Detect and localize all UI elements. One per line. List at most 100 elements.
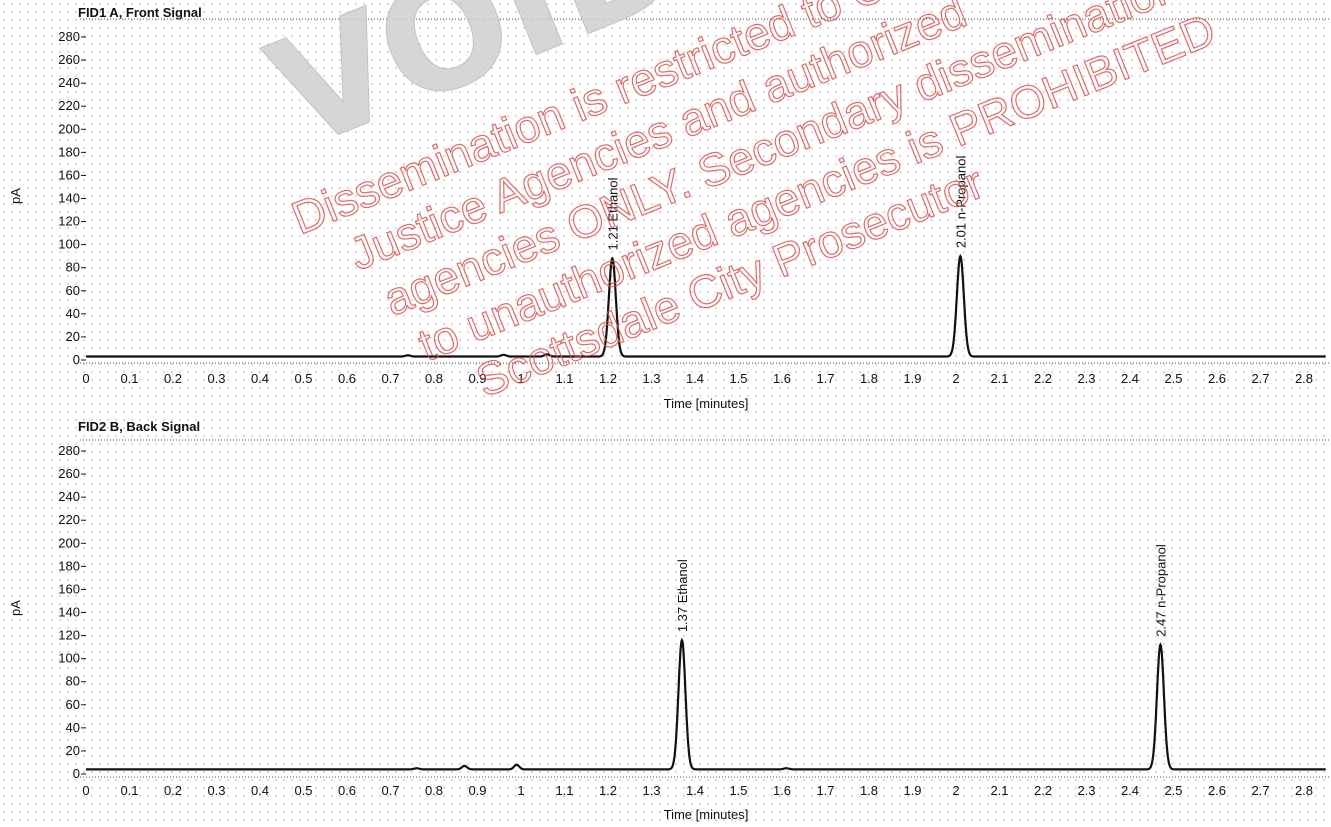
x-tick-label: 2.2 xyxy=(1034,371,1052,386)
x-tick-label: 1.3 xyxy=(642,371,660,386)
y-tick-label: 260 xyxy=(58,52,80,67)
x-tick-label: 1.6 xyxy=(773,783,791,798)
x-tick-label: 2.1 xyxy=(990,783,1008,798)
y-tick-label: 140 xyxy=(58,191,80,206)
x-tick-label: 0.2 xyxy=(164,783,182,798)
y-tick-label: 120 xyxy=(58,628,80,643)
x-tick-label: 1 xyxy=(517,371,524,386)
y-tick-label: 160 xyxy=(58,167,80,182)
peak-label: 2.47 n-Propanol xyxy=(1153,544,1168,637)
x-tick-label: 0.7 xyxy=(381,783,399,798)
x-tick-label: 1.1 xyxy=(555,371,573,386)
x-tick-label: 1.7 xyxy=(816,371,834,386)
x-tick-label: 1.2 xyxy=(599,783,617,798)
x-tick-label: 2.2 xyxy=(1034,783,1052,798)
y-tick-label: 260 xyxy=(58,466,80,481)
x-tick-label: 1.4 xyxy=(686,783,704,798)
peak-label: 2.01 n-Propanol xyxy=(953,156,968,249)
y-tick-label: 100 xyxy=(58,651,80,666)
x-tick-label: 0.4 xyxy=(251,371,269,386)
signal-trace-front xyxy=(86,253,1326,358)
x-tick-label: 2.7 xyxy=(1251,783,1269,798)
y-tick-label: 100 xyxy=(58,237,80,252)
x-tick-label: 0 xyxy=(82,371,89,386)
x-tick-label: 0.6 xyxy=(338,371,356,386)
x-tick-label: 2.3 xyxy=(1077,783,1095,798)
y-tick-label: 40 xyxy=(66,306,80,321)
x-tick-label: 1.4 xyxy=(686,371,704,386)
panel-title-back: FID2 B, Back Signal xyxy=(78,419,200,434)
x-tick-label: 0.5 xyxy=(294,783,312,798)
y-tick-label: 280 xyxy=(58,443,80,458)
peak-label: 1.37 Ethanol xyxy=(675,559,690,632)
x-tick-label: 1.9 xyxy=(903,371,921,386)
x-tick-label: 2.3 xyxy=(1077,371,1095,386)
y-tick-labels-front: 0 20 40 60 80 100 120 140 160 180 200 220 240 260 280 xyxy=(58,29,86,367)
x-tick-label: 2.4 xyxy=(1121,371,1139,386)
y-tick-label: 20 xyxy=(66,329,80,344)
x-tick-label: 0.8 xyxy=(425,371,443,386)
signal-trace-back xyxy=(86,637,1326,771)
x-tick-label: 2.1 xyxy=(990,371,1008,386)
x-tick-label: 0.1 xyxy=(120,783,138,798)
x-tick-label: 0.9 xyxy=(468,371,486,386)
x-tick-label: 2.5 xyxy=(1164,371,1182,386)
x-tick-label: 1.1 xyxy=(555,783,573,798)
x-tick-label: 2 xyxy=(952,371,959,386)
y-tick-label: 200 xyxy=(58,535,80,550)
x-tick-labels-front: 0 0.1 0.2 0.3 0.4 0.5 0.6 0.7 0.8 0.9 1 1.1 1.2 1.3 1.… xyxy=(82,371,1313,386)
x-tick-label: 1.2 xyxy=(599,371,617,386)
peak-labels-back: 1.37 Ethanol 2.47 n-Propanol xyxy=(675,544,1168,637)
x-tick-label: 0.3 xyxy=(207,371,225,386)
x-tick-label: 0.1 xyxy=(120,371,138,386)
x-tick-label: 2.7 xyxy=(1251,371,1269,386)
y-tick-label: 160 xyxy=(58,581,80,596)
x-tick-label: 0.5 xyxy=(294,371,312,386)
watermark: VOID Dissemination is restricted to Crim… xyxy=(248,0,1223,408)
y-tick-label: 240 xyxy=(58,489,80,504)
y-tick-label: 220 xyxy=(58,98,80,113)
x-tick-label: 1.5 xyxy=(729,371,747,386)
x-tick-label: 1.5 xyxy=(729,783,747,798)
x-tick-label: 0.6 xyxy=(338,783,356,798)
x-tick-label: 2 xyxy=(952,783,959,798)
y-tick-label: 80 xyxy=(66,260,80,275)
x-tick-label: 1.7 xyxy=(816,783,834,798)
y-tick-label: 180 xyxy=(58,144,80,159)
x-tick-label: 2.8 xyxy=(1295,783,1313,798)
y-tick-label: 80 xyxy=(66,674,80,689)
y-tick-label: 120 xyxy=(58,214,80,229)
panel-title-front: FID1 A, Front Signal xyxy=(78,5,202,20)
x-tick-label: 1.9 xyxy=(903,783,921,798)
x-tick-label: 1.8 xyxy=(860,371,878,386)
x-tick-label: 1 xyxy=(517,783,524,798)
x-tick-label: 2.6 xyxy=(1208,371,1226,386)
panel-front-signal: FID1 A, Front Signal pA Time [minutes] 0… xyxy=(8,5,1331,411)
y-tick-label: 180 xyxy=(58,558,80,573)
x-tick-label: 2.6 xyxy=(1208,783,1226,798)
x-tick-label: 1.8 xyxy=(860,783,878,798)
x-tick-labels-back: 0 0.1 0.2 0.3 0.4 0.5 0.6 0.7 0.8 0.9 1 1.1 1.2 1.3 1.… xyxy=(82,783,1313,798)
y-tick-label: 240 xyxy=(58,75,80,90)
y-tick-label: 220 xyxy=(58,512,80,527)
y-tick-labels-back: 0 20 40 60 80 100 120 140 160 180 200 220 240 260 280 xyxy=(58,443,86,781)
x-tick-label: 0.2 xyxy=(164,371,182,386)
y-tick-label: 140 xyxy=(58,605,80,620)
y-tick-label: 0 xyxy=(73,766,80,781)
y-axis-label-front: pA xyxy=(8,188,23,204)
peak-labels-front: 1.21 Ethanol 2.01 n-Propanol xyxy=(605,156,968,251)
x-tick-label: 2.5 xyxy=(1164,783,1182,798)
y-tick-label: 60 xyxy=(66,697,80,712)
x-tick-label: 0.3 xyxy=(207,783,225,798)
y-tick-label: 20 xyxy=(66,743,80,758)
x-tick-label: 0.4 xyxy=(251,783,269,798)
y-tick-label: 0 xyxy=(73,352,80,367)
x-tick-label: 0.8 xyxy=(425,783,443,798)
x-tick-label: 1.6 xyxy=(773,371,791,386)
y-tick-label: 60 xyxy=(66,283,80,298)
x-tick-label: 0.9 xyxy=(468,783,486,798)
x-tick-label: 1.3 xyxy=(642,783,660,798)
x-tick-label: 2.8 xyxy=(1295,371,1313,386)
